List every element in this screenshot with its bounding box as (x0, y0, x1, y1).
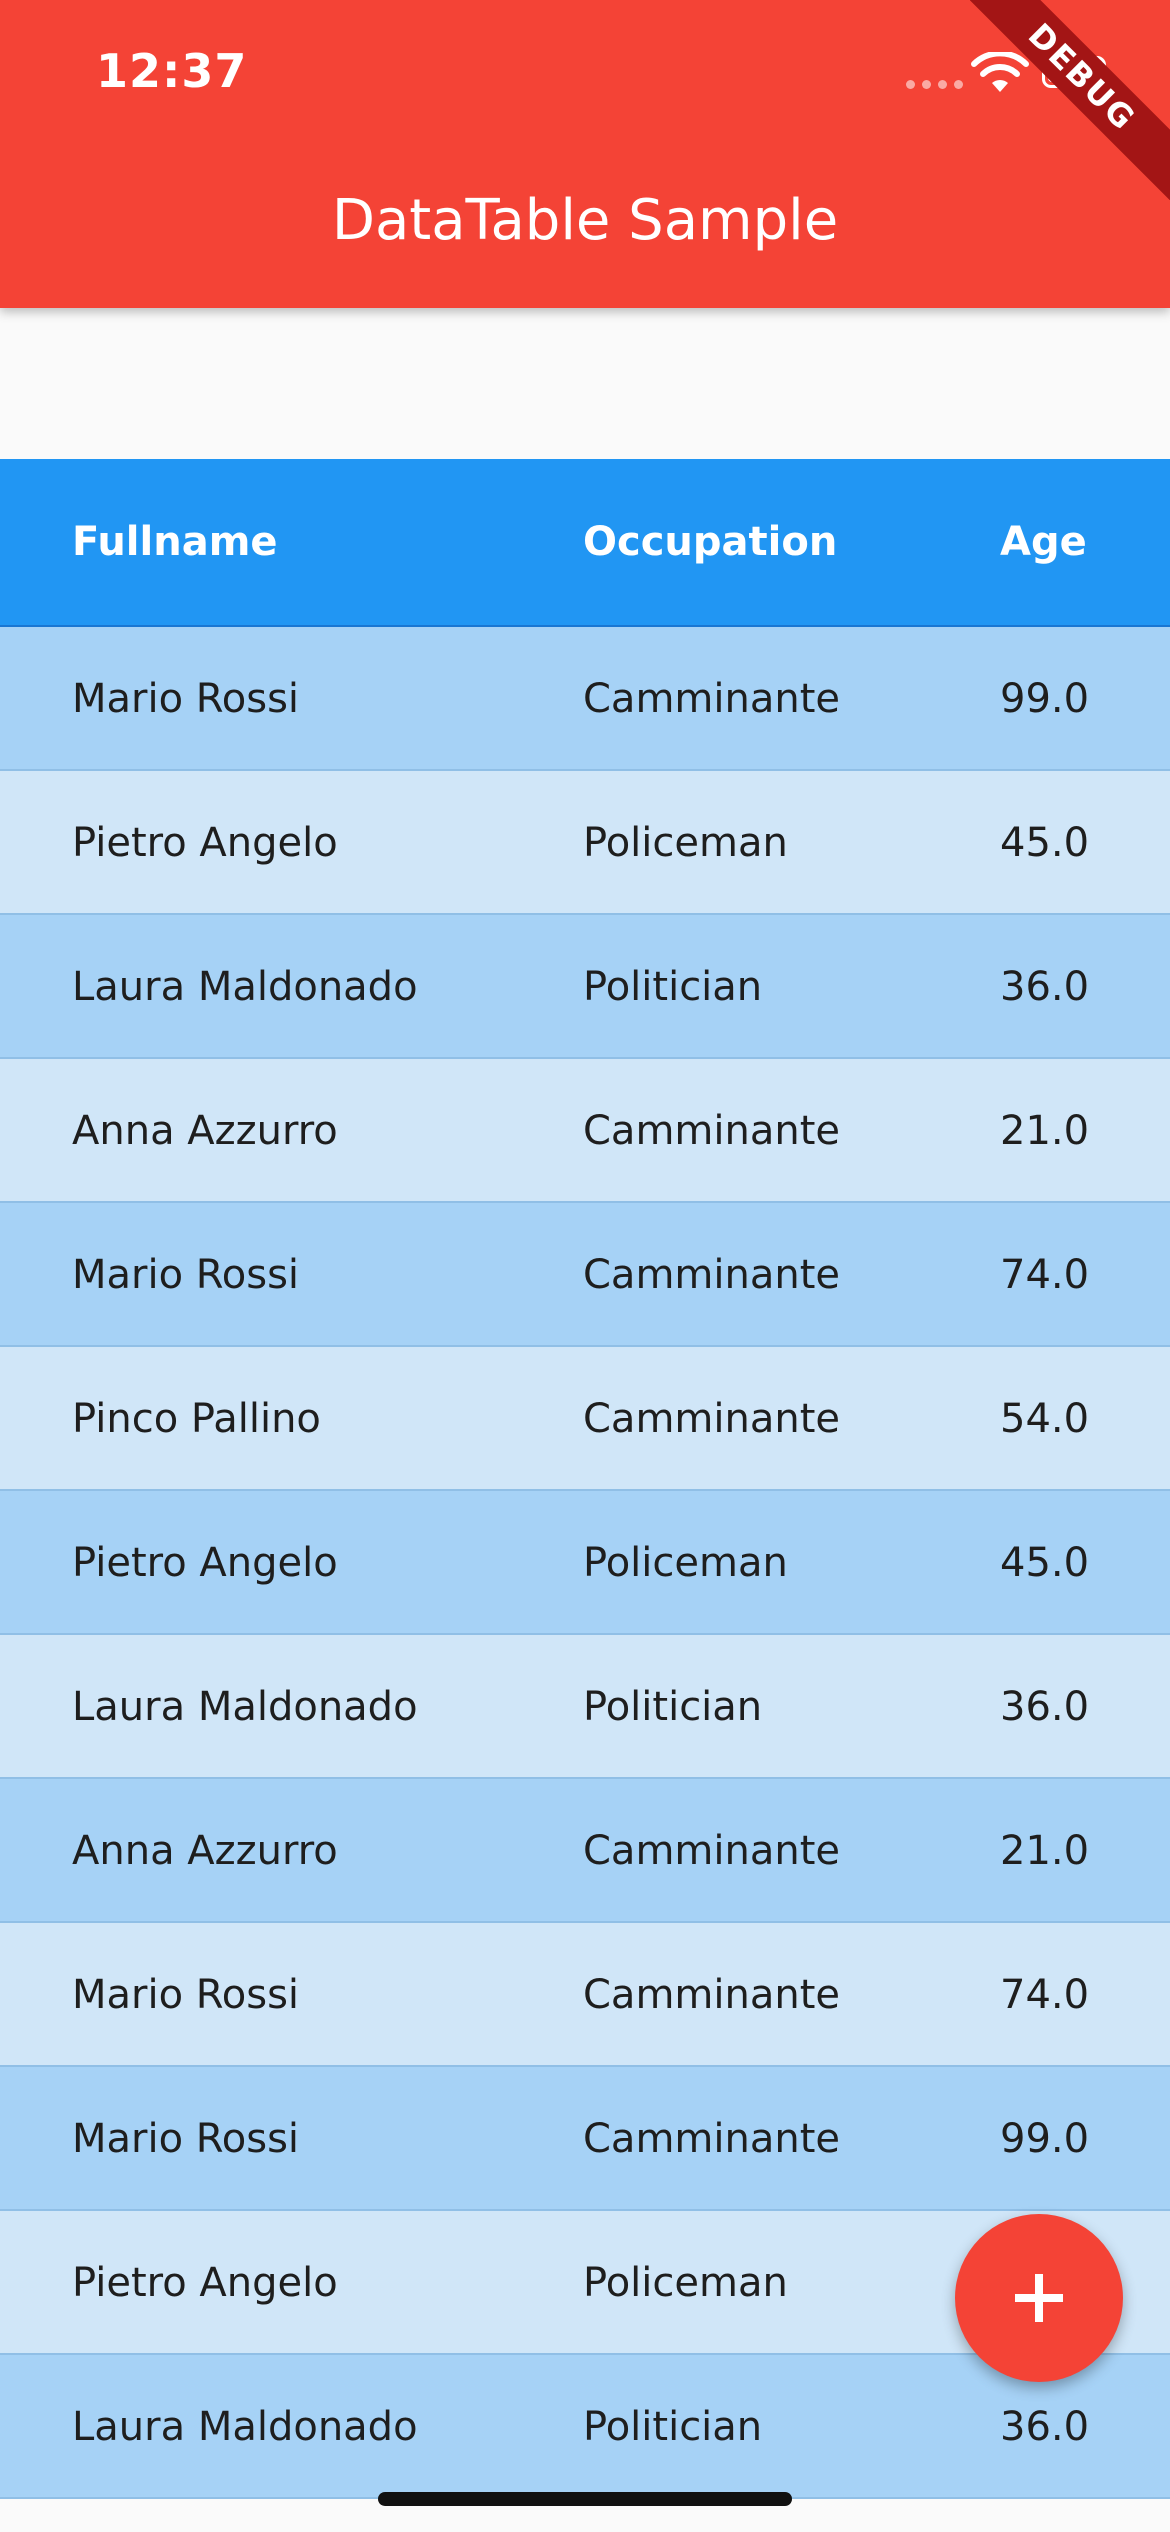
cell-age: 36.0 (1000, 1684, 1090, 1730)
cell-fullname: Mario Rossi (72, 1252, 300, 1298)
cell-age: 45.0 (1000, 1540, 1090, 1586)
cell-occupation: Camminante (583, 1396, 840, 1442)
cellular-signal-icon (906, 80, 963, 89)
add-button[interactable] (955, 2214, 1123, 2382)
cell-fullname: Anna Azzurro (72, 1828, 338, 1874)
cell-fullname: Mario Rossi (72, 676, 300, 722)
status-time: 12:37 (96, 44, 248, 98)
cell-age: 99.0 (1000, 2116, 1090, 2162)
cell-occupation: Policeman (583, 820, 788, 866)
cell-fullname: Anna Azzurro (72, 1108, 338, 1154)
column-header-occupation[interactable]: Occupation (583, 519, 838, 565)
table-row[interactable]: Pietro Angelo Policeman 45.0 (0, 1491, 1170, 1635)
cell-occupation: Camminante (583, 676, 840, 722)
table-row[interactable]: Pietro Angelo Policeman 45.0 (0, 771, 1170, 915)
cell-fullname: Pietro Angelo (72, 1540, 338, 1586)
debug-banner: DEBUG (970, 0, 1170, 200)
table-row[interactable]: Laura Maldonado Politician 36.0 (0, 915, 1170, 1059)
table-row[interactable]: Mario Rossi Camminante 74.0 (0, 1923, 1170, 2067)
table-row[interactable]: Mario Rossi Camminante 99.0 (0, 2067, 1170, 2211)
table-row[interactable]: Anna Azzurro Camminante 21.0 (0, 1779, 1170, 1923)
cell-age: 21.0 (1000, 1108, 1090, 1154)
cell-age: 99.0 (1000, 676, 1090, 722)
table-row[interactable]: Pinco Pallino Camminante 54.0 (0, 1347, 1170, 1491)
table-body: Mario Rossi Camminante 99.0 Pietro Angelo Po… (0, 627, 1170, 2499)
cell-occupation: Politician (583, 2404, 763, 2450)
home-indicator (378, 2492, 792, 2506)
cell-age: 45.0 (1000, 820, 1090, 866)
column-header-age[interactable]: Age (1000, 519, 1087, 565)
cell-occupation: Camminante (583, 1828, 840, 1874)
cell-occupation: Politician (583, 1684, 763, 1730)
cell-age: 21.0 (1000, 1828, 1090, 1874)
cell-age: 36.0 (1000, 964, 1090, 1010)
plus-icon (1015, 2274, 1063, 2322)
cell-fullname: Pinco Pallino (72, 1396, 321, 1442)
table-row[interactable]: Mario Rossi Camminante 99.0 (0, 627, 1170, 771)
cell-occupation: Policeman (583, 2260, 788, 2306)
page-title: DataTable Sample (331, 188, 839, 253)
cell-age: 74.0 (1000, 1972, 1090, 2018)
cell-fullname: Laura Maldonado (72, 1684, 418, 1730)
cell-occupation: Camminante (583, 2116, 840, 2162)
cell-fullname: Pietro Angelo (72, 820, 338, 866)
column-header-fullname[interactable]: Fullname (72, 519, 278, 565)
table-header: Fullname Occupation Age (0, 459, 1170, 627)
table-row[interactable]: Mario Rossi Camminante 74.0 (0, 1203, 1170, 1347)
cell-age: 36.0 (1000, 2404, 1090, 2450)
table-row[interactable]: Laura Maldonado Politician 36.0 (0, 2355, 1170, 2499)
cell-fullname: Mario Rossi (72, 2116, 300, 2162)
table-row[interactable]: Anna Azzurro Camminante 21.0 (0, 1059, 1170, 1203)
cell-fullname: Laura Maldonado (72, 964, 418, 1010)
wifi-icon (971, 52, 1029, 92)
cell-occupation: Camminante (583, 1972, 840, 2018)
cell-age: 74.0 (1000, 1252, 1090, 1298)
cell-fullname: Mario Rossi (72, 1972, 300, 2018)
cell-occupation: Policeman (583, 1540, 788, 1586)
cell-occupation: Camminante (583, 1252, 840, 1298)
table-row[interactable]: Laura Maldonado Politician 36.0 (0, 1635, 1170, 1779)
cell-occupation: Politician (583, 964, 763, 1010)
cell-fullname: Laura Maldonado (72, 2404, 418, 2450)
app-bar: 12:37 DataTable Sample (0, 0, 1170, 308)
cell-age: 54.0 (1000, 1396, 1090, 1442)
data-table: Fullname Occupation Age Mario Rossi Cammi… (0, 459, 1170, 2499)
cell-occupation: Camminante (583, 1108, 840, 1154)
debug-banner-label: DEBUG (970, 0, 1170, 200)
cell-fullname: Pietro Angelo (72, 2260, 338, 2306)
